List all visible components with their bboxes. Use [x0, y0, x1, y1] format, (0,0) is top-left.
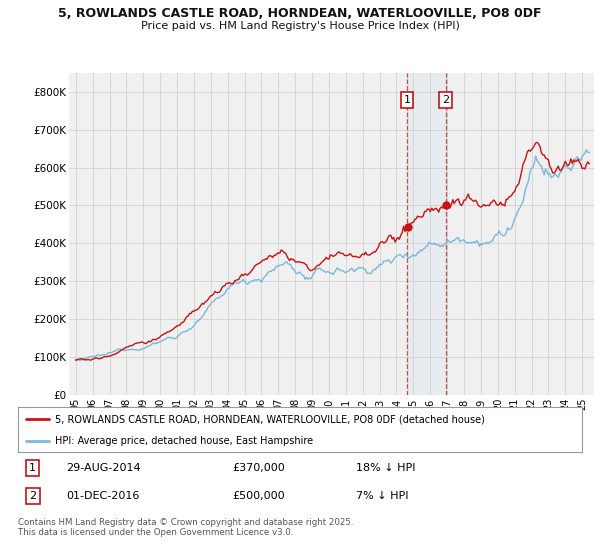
Text: £370,000: £370,000 [232, 463, 285, 473]
Text: Contains HM Land Registry data © Crown copyright and database right 2025.
This d: Contains HM Land Registry data © Crown c… [18, 518, 353, 538]
Text: HPI: Average price, detached house, East Hampshire: HPI: Average price, detached house, East… [55, 436, 313, 446]
Text: 5, ROWLANDS CASTLE ROAD, HORNDEAN, WATERLOOVILLE, PO8 0DF: 5, ROWLANDS CASTLE ROAD, HORNDEAN, WATER… [58, 7, 542, 20]
Text: 18% ↓ HPI: 18% ↓ HPI [356, 463, 416, 473]
Text: 01-DEC-2016: 01-DEC-2016 [66, 491, 139, 501]
Text: 1: 1 [404, 95, 410, 105]
Text: 7% ↓ HPI: 7% ↓ HPI [356, 491, 409, 501]
Text: 5, ROWLANDS CASTLE ROAD, HORNDEAN, WATERLOOVILLE, PO8 0DF (detached house): 5, ROWLANDS CASTLE ROAD, HORNDEAN, WATER… [55, 414, 485, 424]
Text: 29-AUG-2014: 29-AUG-2014 [66, 463, 140, 473]
Text: £500,000: £500,000 [232, 491, 285, 501]
Bar [407, 73, 446, 395]
Text: 1: 1 [29, 463, 36, 473]
Text: 2: 2 [442, 95, 449, 105]
Text: 2: 2 [29, 491, 37, 501]
Text: Price paid vs. HM Land Registry's House Price Index (HPI): Price paid vs. HM Land Registry's House … [140, 21, 460, 31]
